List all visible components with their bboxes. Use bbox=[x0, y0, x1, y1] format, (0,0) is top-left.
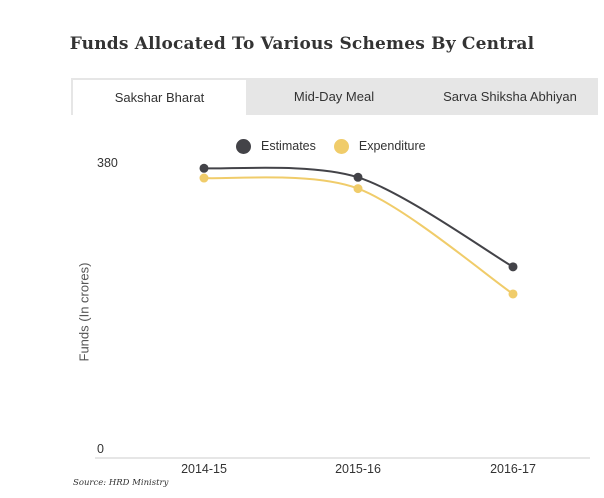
source-note: Source: HRD Ministry bbox=[73, 478, 169, 488]
data-point-expenditure bbox=[353, 184, 363, 194]
legend-label-expenditure: Expenditure bbox=[358, 139, 426, 153]
data-point-estimates bbox=[508, 262, 518, 272]
series-line-expenditure bbox=[203, 176, 514, 295]
data-point-expenditure bbox=[508, 289, 518, 299]
scheme-tabs: Sakshar Bharat Mid-Day Meal Sarva Shiksh… bbox=[71, 78, 598, 115]
legend-label-estimates: Estimates bbox=[261, 139, 316, 153]
chart-title: Funds Allocated To Various Schemes By Ce… bbox=[69, 34, 535, 54]
x-tick-label: 2014-15 bbox=[181, 462, 227, 476]
tab-mid-day-meal[interactable]: Mid-Day Meal bbox=[293, 89, 375, 104]
x-tick-label: 2015-16 bbox=[335, 462, 381, 476]
legend-marker-expenditure bbox=[333, 138, 349, 154]
data-point-estimates bbox=[353, 172, 363, 182]
tab-sakshar-bharat[interactable]: Sakshar Bharat bbox=[71, 78, 246, 115]
x-tick-label: 2016-17 bbox=[490, 462, 536, 476]
y-tick-label: 380 bbox=[97, 156, 118, 170]
legend-marker-estimates bbox=[236, 138, 251, 154]
data-point-estimates bbox=[199, 163, 209, 173]
data-point-expenditure bbox=[199, 173, 209, 183]
y-tick-label: 0 bbox=[97, 442, 104, 456]
legend-item-estimates[interactable]: Estimates bbox=[236, 138, 316, 154]
series-line-estimates bbox=[203, 166, 514, 268]
chart-legend: Estimates Expenditure bbox=[236, 136, 444, 156]
tab-sarva-shiksha-abhiyan[interactable]: Sarva Shiksha Abhiyan bbox=[443, 89, 577, 104]
legend-item-expenditure[interactable]: Expenditure bbox=[333, 138, 426, 154]
